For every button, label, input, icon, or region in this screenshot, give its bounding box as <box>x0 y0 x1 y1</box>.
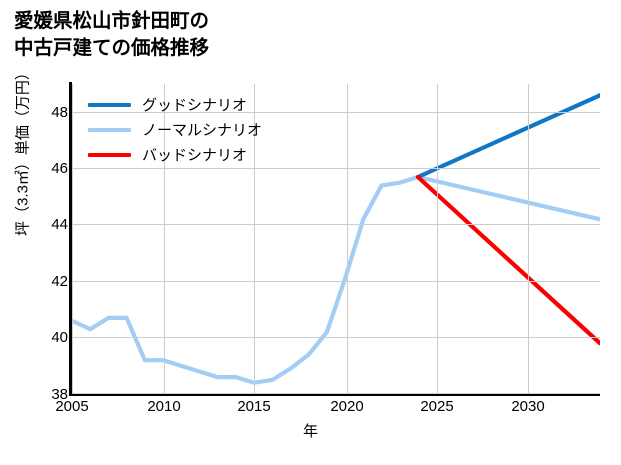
legend-label-good: グッドシナリオ <box>142 97 248 114</box>
y-axis-label: 坪（3.3㎡）単価（万円） <box>14 65 32 236</box>
y-tick-label-48: 48 <box>51 104 68 121</box>
line-good-scenario <box>415 93 600 180</box>
legend-swatch-normal-icon <box>88 127 131 132</box>
x-tick-label-2015: 2015 <box>237 398 271 415</box>
gridline-y-46 <box>72 168 600 169</box>
gridline-y-44 <box>72 224 600 225</box>
legend-label-normal: ノーマルシナリオ <box>142 122 263 139</box>
y-tick-label-38: 38 <box>51 386 68 403</box>
x-tick-label-2010: 2010 <box>147 398 181 415</box>
x-axis-label: 年 <box>302 423 318 440</box>
gridline-y-40 <box>72 337 600 338</box>
plot-area <box>72 84 600 394</box>
page-title: 愛媛県松山市針田町の 中古戸建ての価格推移 <box>14 10 210 59</box>
gridline-y-42 <box>72 281 600 282</box>
line-normal-scenario <box>72 174 600 385</box>
x-tick-label-2005: 2005 <box>55 398 89 415</box>
legend-item-good: グッドシナリオ <box>88 92 262 117</box>
x-tick-label-2025: 2025 <box>420 398 454 415</box>
x-tick-label-2030: 2030 <box>511 398 545 415</box>
legend-swatch-bad-icon <box>88 152 131 157</box>
gridline-x-2020 <box>347 84 348 394</box>
gridline-y-38 <box>72 393 600 394</box>
gridline-x-2015 <box>254 84 255 394</box>
gridline-x-2010 <box>164 84 165 394</box>
legend-item-bad: バッドシナリオ <box>88 142 262 167</box>
y-tick-label-40: 40 <box>51 329 68 346</box>
x-tick-label-2020: 2020 <box>330 398 364 415</box>
x-axis-spine <box>69 393 600 396</box>
line-bad-scenario <box>415 174 600 346</box>
y-tick-label-46: 46 <box>51 160 68 177</box>
gridline-x-2005 <box>72 84 73 394</box>
y-tick-label-42: 42 <box>51 273 68 290</box>
gridline-x-2025 <box>437 84 438 394</box>
legend-label-bad: バッドシナリオ <box>142 147 248 164</box>
legend-item-normal: ノーマルシナリオ <box>88 117 262 142</box>
chart-legend: グッドシナリオ ノーマルシナリオ バッドシナリオ <box>88 92 262 167</box>
y-axis-spine <box>69 82 72 396</box>
gridline-x-2030 <box>528 84 529 394</box>
legend-swatch-good-icon <box>88 102 131 107</box>
gridline-y-48 <box>72 112 600 113</box>
y-tick-label-44: 44 <box>51 216 68 233</box>
